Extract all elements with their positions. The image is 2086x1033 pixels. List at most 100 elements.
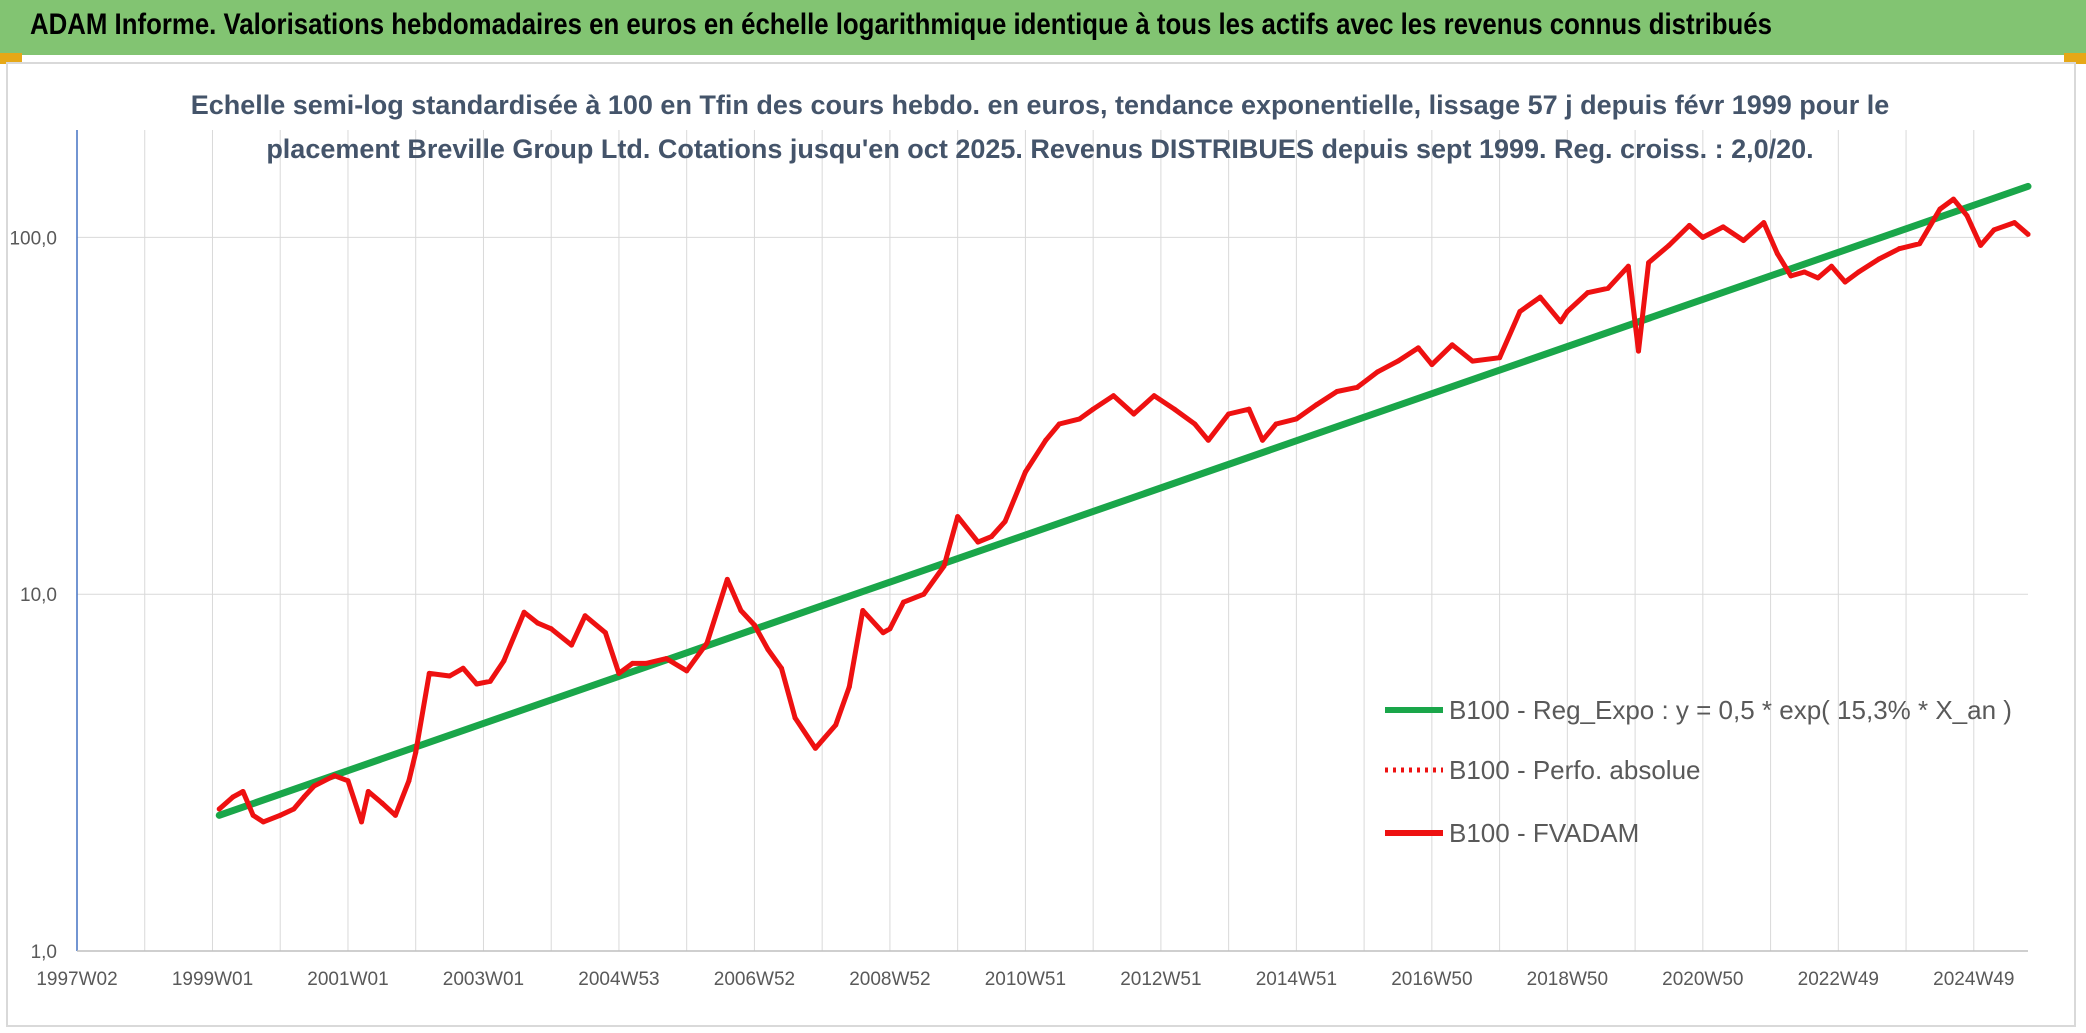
fvadam-point [311, 783, 317, 789]
x-tick-label: 2008W52 [849, 969, 930, 990]
fvadam-point [501, 658, 507, 664]
fvadam-point [1950, 196, 1956, 202]
fvadam-point [643, 660, 649, 666]
fvadam-point [1002, 518, 1008, 524]
fvadam-point [1354, 384, 1360, 390]
x-tick-label: 2003W01 [443, 969, 524, 990]
fvadam-point [1497, 355, 1503, 361]
chart-title-line-1: Echelle semi-log standardisée à 100 en T… [191, 90, 1890, 120]
fvadam-point [291, 806, 297, 812]
y-tick-label: 10,0 [20, 585, 57, 606]
x-axis-ticks: 1997W02 1999W01 2001W01 2003W01 2004W53 2006W… [36, 969, 2014, 990]
fvadam-point [921, 591, 927, 597]
fvadam-point [1815, 275, 1821, 281]
fvadam-point [941, 563, 947, 569]
legend: B100 - Reg_Expo : y = 0,5 * exp( 15,3% *… [1385, 695, 2012, 848]
report-header-bar: ADAM Informe. Valorisations hebdomadaire… [0, 0, 2086, 55]
x-tick-label: 2006W52 [714, 969, 795, 990]
fvadam-point [392, 812, 398, 818]
fvadam-point [1635, 348, 1641, 354]
fvadam-point [535, 620, 541, 626]
fvadam-point [413, 750, 419, 756]
fvadam-point [582, 613, 588, 619]
fvadam-point [1991, 227, 1997, 233]
chart-title-line-2: placement Breville Group Ltd. Cotations … [266, 134, 1813, 164]
fvadam-point [1801, 269, 1807, 275]
fvadam-point [521, 609, 527, 615]
fvadam-point [1151, 393, 1157, 399]
fvadam-point [2025, 231, 2031, 237]
fvadam-point [1761, 220, 1767, 226]
fvadam-point [1829, 263, 1835, 269]
fvadam-point [833, 722, 839, 728]
x-tick-label: 2024W49 [1933, 969, 2014, 990]
legend-label-fvadam: B100 - FVADAM [1449, 818, 1639, 848]
legend-label-regression: B100 - Reg_Expo : y = 0,5 * exp( 15,3% *… [1449, 695, 2012, 725]
x-tick-label: 2010W51 [985, 969, 1066, 990]
fvadam-point [1090, 406, 1096, 412]
corner-accent-left [0, 53, 22, 64]
x-tick-label: 1997W02 [36, 969, 117, 990]
fvadam-point [426, 670, 432, 676]
chart-frame [6, 62, 2076, 1027]
fvadam-point [1314, 402, 1320, 408]
fvadam-point [1720, 224, 1726, 230]
x-tick-label: 2022W49 [1798, 969, 1879, 990]
legend-label-perfo: B100 - Perfo. absolue [1449, 755, 1701, 785]
fvadam-point [1056, 421, 1062, 427]
y-axis-ticks: 1,0 10,0 100,0 [9, 228, 57, 963]
x-tick-label: 2020W50 [1662, 969, 1743, 990]
regression-line [215, 182, 2032, 819]
report-title: ADAM Informe. Valorisations hebdomadaire… [30, 8, 1772, 41]
fvadam-point [1788, 273, 1794, 279]
fvadam-point [944, 551, 950, 557]
fvadam-point [1171, 406, 1177, 412]
fvadam-point [684, 668, 690, 674]
fvadam-point [1978, 242, 1984, 248]
fvadam-point [260, 819, 266, 825]
fvadam-point [365, 788, 371, 794]
fvadam-point [629, 660, 635, 666]
fvadam-point [1226, 411, 1232, 417]
fvadam-point [1273, 421, 1279, 427]
fvadam-point [975, 539, 981, 545]
fvadam-point [1517, 308, 1523, 314]
fvadam-point [616, 670, 622, 676]
fvadam-point [1293, 416, 1299, 422]
fvadam-point [880, 630, 886, 636]
fvadam-point [359, 819, 365, 825]
x-tick-label: 1999W01 [172, 969, 253, 990]
x-tick-label: 2018W50 [1527, 969, 1608, 990]
fvadam-point [1700, 234, 1706, 240]
fvadam-point [1666, 242, 1672, 248]
fvadam-point [1246, 406, 1252, 412]
fvadam-point [487, 678, 493, 684]
fvadam-point [812, 745, 818, 751]
fvadam-point [548, 626, 554, 632]
fvadam-point [1131, 411, 1137, 417]
fvadam-point [1856, 269, 1862, 275]
fvadam-point [1077, 416, 1083, 422]
fvadam-point [887, 626, 893, 632]
fvadam-point [765, 646, 771, 652]
fvadam-point [779, 665, 785, 671]
fvadam-point [1646, 260, 1652, 266]
fvadam-point [1558, 319, 1564, 325]
fvadam-line [216, 196, 2031, 825]
fvadam-point [1043, 437, 1049, 443]
fvadam-point [1022, 469, 1028, 475]
fvadam-point [1470, 358, 1476, 364]
x-tick-label: 2004W53 [578, 969, 659, 990]
fvadam-point [1937, 206, 1943, 212]
fvadam-point [846, 684, 852, 690]
fvadam-point [1964, 213, 1970, 219]
fvadam-point [474, 681, 480, 687]
fvadam-point [277, 812, 283, 818]
fvadam-point [1625, 263, 1631, 269]
fvadam-point [955, 514, 961, 520]
grid-layer [76, 130, 2028, 952]
fvadam-point [1375, 369, 1381, 375]
fvadam-point [1917, 241, 1923, 247]
fvadam-point [663, 656, 669, 662]
fvadam-point [230, 794, 236, 800]
